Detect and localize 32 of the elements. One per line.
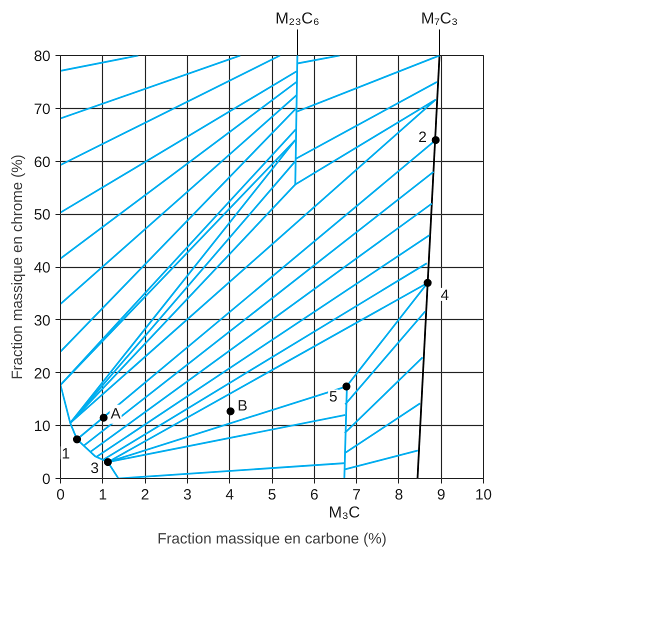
x-tick-label: 9: [437, 486, 446, 504]
x-tick-label: 2: [140, 486, 150, 504]
annotation: A: [110, 406, 121, 423]
x-tick-label: 3: [183, 486, 192, 504]
annotation: M₂₃C₆: [275, 10, 320, 28]
annotation: M₃C: [328, 504, 360, 522]
x-tick-label: 5: [268, 486, 276, 504]
x-tick-label: 10: [475, 486, 492, 504]
x-tick-label: 0: [56, 486, 65, 504]
y-tick-label: 60: [34, 154, 51, 171]
y-tick-label: 0: [42, 471, 50, 488]
annotation: 4: [440, 286, 450, 304]
annotation: M₇C₃: [421, 10, 458, 28]
annotation: B: [238, 397, 248, 414]
x-tick-label: 7: [352, 486, 361, 504]
y-tick-label: 70: [34, 100, 51, 118]
x-tick-label: 8: [394, 486, 404, 504]
annotation: 1: [62, 445, 70, 462]
x-tick-label: 4: [226, 486, 234, 504]
x-tick-label: 6: [310, 486, 318, 504]
y-tick-label: 40: [34, 260, 51, 276]
annotation: 3: [90, 460, 99, 478]
annotation: 5: [329, 388, 338, 406]
y-tick-label: 10: [34, 418, 51, 436]
x-axis-title: Fraction massique en carbone (%): [157, 530, 387, 548]
y-tick-label: 50: [34, 206, 51, 224]
y-tick-label: 30: [34, 312, 51, 330]
y-tick-label: 80: [34, 48, 51, 65]
annotation: 2: [418, 129, 427, 146]
y-tick-label: 20: [34, 365, 51, 382]
y-axis-title: Fraction massique en chrome (%): [8, 154, 26, 380]
x-tick-label: 1: [98, 486, 107, 504]
